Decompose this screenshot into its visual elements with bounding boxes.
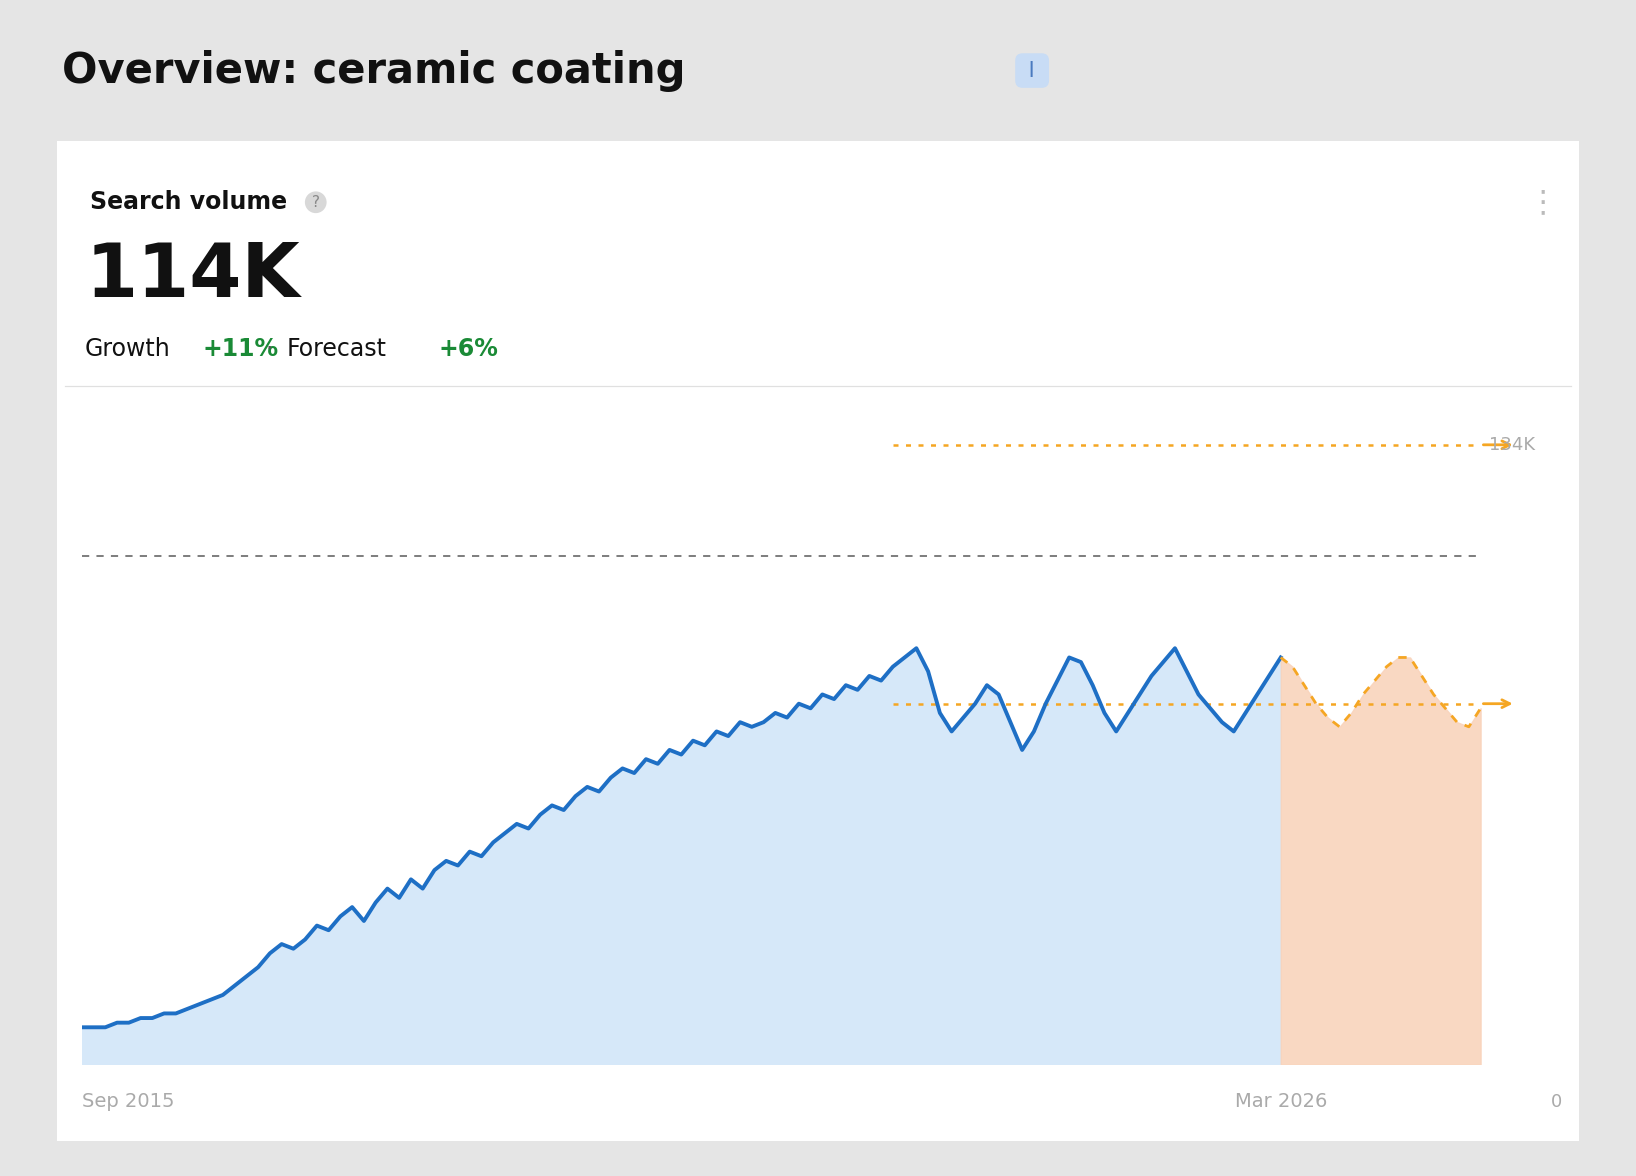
Text: Growth: Growth <box>85 338 170 361</box>
Text: ⋮: ⋮ <box>1528 188 1557 216</box>
Text: +6%: +6% <box>438 338 499 361</box>
Text: 134K: 134K <box>1489 436 1535 454</box>
Text: ·: · <box>265 338 273 361</box>
Text: ?: ? <box>312 195 319 209</box>
Text: Forecast: Forecast <box>286 338 386 361</box>
Text: Sep 2015: Sep 2015 <box>82 1093 175 1111</box>
Text: Search volume: Search volume <box>90 191 286 214</box>
Text: 114K: 114K <box>85 240 299 313</box>
Text: Mar 2026: Mar 2026 <box>1235 1093 1327 1111</box>
Text: +11%: +11% <box>203 338 280 361</box>
Text: 0: 0 <box>1551 1093 1562 1111</box>
Text: I: I <box>1022 60 1042 81</box>
Text: Overview: ceramic coating: Overview: ceramic coating <box>62 49 685 92</box>
